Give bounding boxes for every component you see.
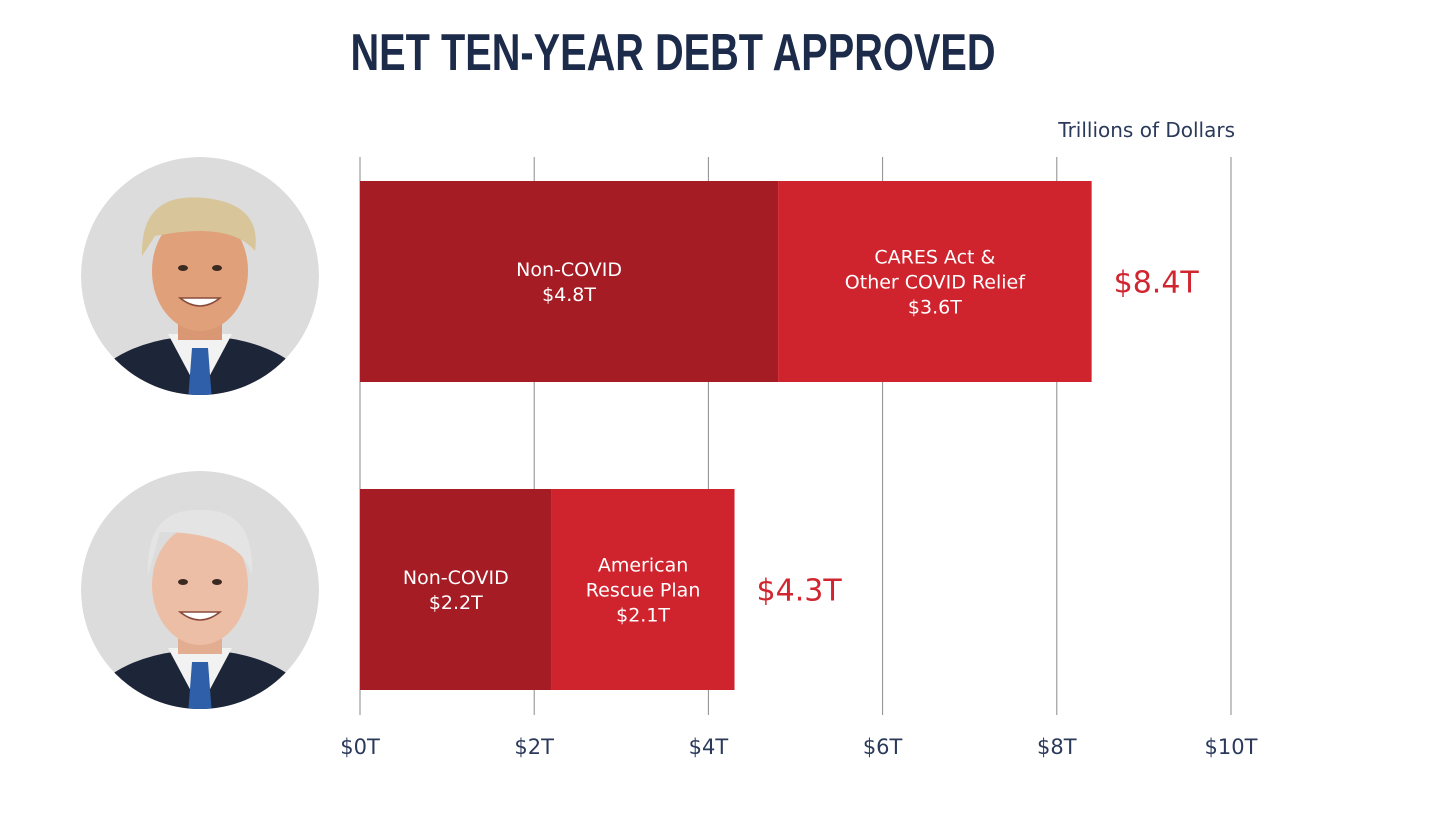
segment-label: Non-COVID [403,567,509,589]
segment-label: $2.2T [429,592,483,614]
segment-label: $4.8T [542,284,596,306]
segment-label: Rescue Plan [586,580,701,602]
bar-segment-0-1 [778,181,1092,382]
bar-total-label: $8.4T [1114,266,1200,301]
bar-segment-1-1 [551,489,735,690]
bar-group-0: Non-COVID $4.8T CARES Act & Other COVID Rel… [360,181,1199,382]
x-axis-ticks: $0T $2T $4T $6T $8T $10T [340,735,1257,759]
bar-group-1: Non-COVID $2.2T American Rescue Plan $2.1T $4… [360,489,842,690]
portrait-trump-icon [81,157,319,395]
segment-label: American [598,555,688,577]
x-tick-label: $4T [689,735,729,759]
unit-label: Trillions of Dollars [1057,118,1235,142]
segment-label: $2.1T [616,605,670,627]
chart-title: NET TEN-YEAR DEBT APPROVED [351,24,996,82]
bars: Non-COVID $4.8T CARES Act & Other COVID Rel… [360,181,1199,690]
segment-label: Other COVID Relief [845,272,1026,294]
x-tick-label: $0T [340,735,380,759]
x-tick-label: $6T [863,735,903,759]
x-tick-label: $2T [514,735,554,759]
bar-segment-1-0 [360,489,552,690]
segment-label: CARES Act & [874,247,995,269]
x-tick-label: $10T [1205,735,1258,759]
avatars [81,157,319,709]
segment-label: $3.6T [908,297,962,319]
segment-label: Non-COVID [516,259,622,281]
bar-segment-0-0 [360,181,779,382]
x-tick-label: $8T [1037,735,1077,759]
bar-total-label: $4.3T [757,574,843,609]
portrait-biden-icon [81,471,319,709]
